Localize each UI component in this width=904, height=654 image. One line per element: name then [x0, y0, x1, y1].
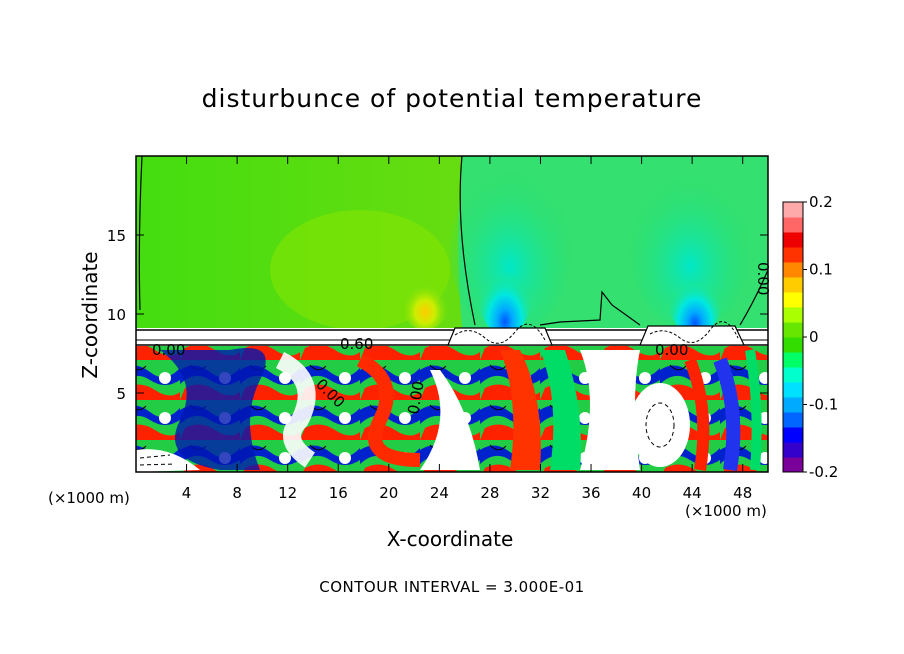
colorbar-tick-label: 0	[809, 328, 819, 346]
colorbar-swatch	[783, 292, 803, 308]
x-tick-label: 44	[683, 484, 702, 502]
mountain-1	[447, 327, 553, 346]
colorbar-swatch	[783, 217, 803, 233]
warm-anomaly-core	[400, 270, 450, 330]
x-tick-label: 40	[632, 484, 651, 502]
heatmap-field	[136, 156, 768, 472]
colorbar-swatch	[783, 442, 803, 458]
contour-label-6: 0.00	[404, 380, 428, 416]
contour-interval-note: CONTOUR INTERVAL = 3.000E-01	[319, 578, 585, 596]
colorbar-tick-label: 0.2	[809, 193, 833, 211]
cool-anomaly-1	[477, 245, 533, 335]
colorbar-swatch	[783, 427, 803, 443]
x-unit-left: (×1000 m)	[48, 489, 130, 507]
y-tick-label: 5	[116, 385, 126, 403]
colorbar-swatch	[783, 277, 803, 293]
colorbar-swatch	[783, 247, 803, 263]
x-tick-label: 8	[232, 484, 242, 502]
y-tick-label: 10	[107, 306, 126, 324]
x-tick-label: 24	[430, 484, 449, 502]
x-tick-label: 36	[581, 484, 600, 502]
colorbar-swatch	[783, 412, 803, 428]
colorbar-tick-label: -0.1	[809, 396, 838, 414]
colorbar-swatch	[783, 262, 803, 278]
y-axis-label: Z-coordinate	[78, 251, 102, 379]
cool-anomaly-2	[667, 255, 723, 335]
x-axis: 4 8 12 16 20 24 28 32 36 40 44 48	[182, 156, 752, 502]
x-tick-label: 32	[531, 484, 550, 502]
colorbar	[782, 201, 804, 473]
colorbar-swatch	[783, 457, 803, 473]
colorbar-ticks: 0.2 0.1 0 -0.1 -0.2	[803, 193, 838, 481]
colorbar-swatch	[783, 382, 803, 398]
y-tick-label: 15	[107, 227, 126, 245]
colorbar-swatch	[783, 232, 803, 248]
x-tick-label: 28	[480, 484, 499, 502]
chart-title: disturbunce of potential temperature	[201, 84, 703, 113]
colorbar-swatch	[783, 307, 803, 323]
contour-label-3: 0.00	[655, 341, 688, 359]
colorbar-swatch	[783, 322, 803, 338]
x-axis-label: X-coordinate	[386, 527, 514, 551]
x-tick-label: 12	[278, 484, 297, 502]
colorbar-swatch	[783, 202, 803, 218]
colorbar-swatch	[783, 397, 803, 413]
x-tick-label: 48	[733, 484, 752, 502]
y-axis: 5 10 15	[107, 227, 768, 403]
x-tick-label: 16	[329, 484, 348, 502]
contour-label-4: 0.00	[754, 262, 772, 295]
x-unit-right: (×1000 m)	[685, 502, 767, 520]
contour-label-2: 0.60	[340, 335, 373, 353]
x-tick-label: 20	[379, 484, 398, 502]
colorbar-tick-label: -0.2	[809, 463, 838, 481]
x-tick-label: 4	[182, 484, 192, 502]
colorbar-swatch	[783, 367, 803, 383]
colorbar-swatch	[783, 337, 803, 353]
colorbar-tick-label: 0.1	[809, 261, 833, 279]
contour-label-1: 0.00	[152, 341, 185, 359]
colorbar-swatch	[783, 352, 803, 368]
